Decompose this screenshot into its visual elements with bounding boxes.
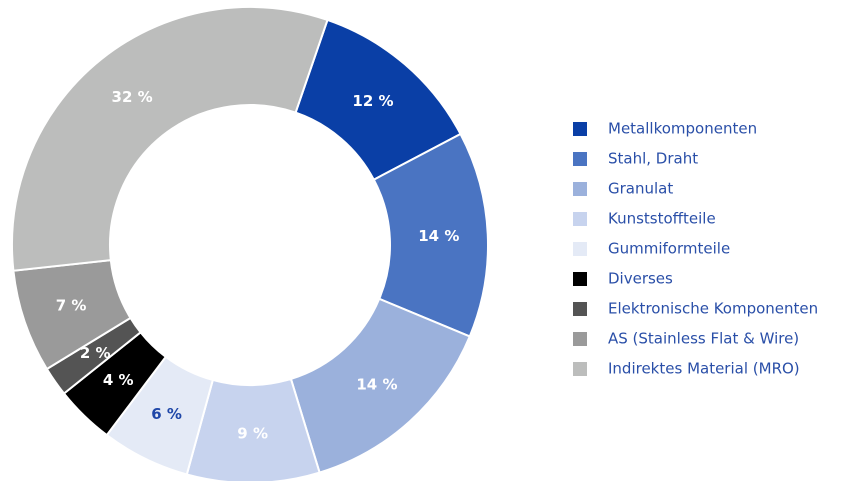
value-label: 32 % [112, 88, 153, 106]
legend-label: Granulat [608, 180, 673, 198]
legend-label: Metallkomponenten [608, 120, 757, 138]
legend-label: Indirektes Material (MRO) [608, 360, 800, 378]
value-label: 14 % [418, 227, 459, 245]
legend-swatch [573, 332, 587, 346]
value-label: 2 % [80, 344, 111, 362]
legend-label: Gummiformteile [608, 240, 730, 258]
legend-swatch [573, 302, 587, 316]
value-label: 7 % [56, 296, 87, 314]
value-label: 12 % [352, 92, 393, 110]
value-label: 6 % [151, 405, 182, 423]
slice [11, 6, 329, 272]
legend-swatch [573, 212, 587, 226]
legend-swatch [573, 362, 587, 376]
legend-label: Stahl, Draht [608, 150, 698, 168]
legend-swatch [573, 242, 587, 256]
legend-swatch [573, 152, 587, 166]
value-label: 9 % [237, 424, 268, 442]
value-label: 14 % [356, 376, 397, 394]
value-label: 4 % [103, 371, 134, 389]
legend-swatch [573, 122, 587, 136]
legend-swatch [573, 272, 587, 286]
legend-swatch [573, 182, 587, 196]
legend-label: Diverses [608, 270, 673, 288]
legend-label: AS (Stainless Flat & Wire) [608, 330, 799, 348]
legend-label: Kunststoffteile [608, 210, 716, 228]
legend-label: Elektronische Komponenten [608, 300, 818, 318]
